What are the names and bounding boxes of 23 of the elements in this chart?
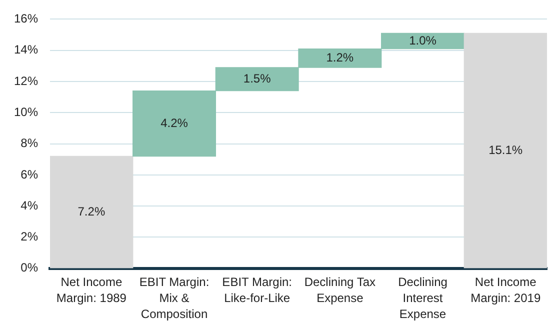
y-tick-label: 6% (20, 167, 38, 182)
y-tick-label: 2% (20, 230, 38, 244)
y-tick-label: 12% (14, 74, 38, 88)
x-tick-label: Net Income Margin: 1989 (56, 274, 127, 306)
data-label: 7.2% (78, 204, 106, 218)
x-tick-label: EBIT Margin: Like-for-Like (222, 274, 292, 306)
x-tick-label: Declining Tax Expense (304, 274, 376, 306)
data-label: 1.5% (243, 71, 272, 86)
data-label: 1.2% (326, 50, 354, 64)
data-label: 4.2% (160, 116, 188, 130)
y-tick-label: 10% (14, 104, 38, 119)
y-tick-label: 0% (20, 260, 38, 275)
x-tick-label: EBIT Margin: Mix & Composition (139, 274, 210, 322)
bar (464, 32, 547, 268)
x-tick-label: Net Income Margin: 2019 (470, 274, 541, 306)
y-tick-label: 16% (14, 12, 38, 26)
y-tick-label: 8% (20, 136, 38, 150)
y-tick-label: 14% (14, 42, 38, 57)
bar (50, 156, 134, 268)
data-label: 15.1% (488, 142, 523, 157)
x-tick-label: Declining Interest Expense (398, 274, 448, 322)
y-tick-label: 4% (20, 198, 38, 212)
data-label: 1.0% (409, 33, 437, 48)
